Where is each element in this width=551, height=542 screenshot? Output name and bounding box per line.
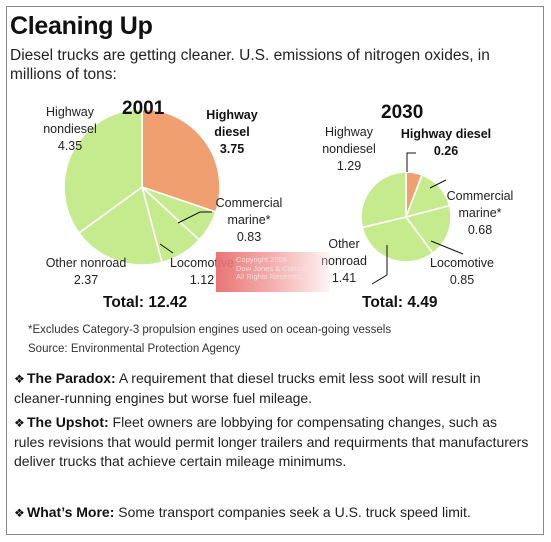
label-2030-locomotive: Locomotive 0.85 xyxy=(424,255,500,289)
label-2030-commercial-marine-value: 0.68 xyxy=(467,223,493,237)
leader-line-2030-commercial-marine xyxy=(429,179,447,189)
label-2030-highway-diesel-value: 0.26 xyxy=(433,144,459,158)
label-2030-commercial-marine-name-1: Commercial xyxy=(446,189,514,203)
label-2001-commercial-marine-value: 0.83 xyxy=(236,230,262,244)
label-2030-other-nonroad-name-1: Other xyxy=(328,237,360,251)
leader-line-2030-other-nonroad xyxy=(371,245,388,285)
bullet-whats-more: ❖ What’s More: Some transport companies s… xyxy=(14,503,529,523)
watermark-line-1: Copyright 2006 xyxy=(236,255,287,264)
diamond-bullet-icon: ❖ xyxy=(14,506,25,520)
bullet-paradox-text: A requirement that diesel trucks emit le… xyxy=(14,370,481,406)
pie-slice-2030-highway-nondiesel xyxy=(360,171,407,229)
leader-line-2001-locomotive xyxy=(159,243,174,254)
label-2001-highway-nondiesel-name-1: Highway xyxy=(46,105,94,119)
label-2030-highway-nondiesel: Highway nondiesel 1.29 xyxy=(312,124,386,175)
footnote: *Excludes Category-3 propulsion engines … xyxy=(28,324,392,336)
label-2001-commercial-marine-name-1: Commercial xyxy=(215,196,283,210)
label-2001-highway-nondiesel: Highway nondiesel 4.35 xyxy=(30,104,110,155)
watermark-line-3: All Rights Reserved xyxy=(236,272,302,281)
label-2030-highway-nondiesel-name-1: Highway xyxy=(325,125,373,139)
copyright-watermark-text: Copyright 2006 Dow Jones & Company All Rig… xyxy=(236,255,315,282)
label-2001-other-nonroad: Other nonroad 2.37 xyxy=(38,255,134,289)
label-2030-commercial-marine-name-2: marine* xyxy=(458,206,502,220)
copyright-watermark xyxy=(216,252,329,292)
pie-slice-2001-highway-nondiesel xyxy=(63,108,143,234)
leader-line-2030-locomotive xyxy=(430,240,464,255)
label-2001-highway-nondiesel-name-2: nondiesel xyxy=(43,122,97,136)
pie-slice-2001-other-nonroad xyxy=(78,186,163,266)
label-2030-commercial-marine: Commercial marine* 0.68 xyxy=(444,188,516,239)
label-2030-other-nonroad-name-2: nonroad xyxy=(321,254,367,268)
bullet-whats-more-heading: What’s More: xyxy=(27,504,115,520)
leader-line-2030-highway-diesel xyxy=(406,152,416,172)
label-2030-highway-nondiesel-name-2: nondiesel xyxy=(322,142,376,156)
source-note: Source: Environmental Protection Agency xyxy=(28,343,241,355)
label-2001-highway-nondiesel-value: 4.35 xyxy=(57,139,83,153)
total-2001: Total: 12.42 xyxy=(103,294,188,311)
label-2030-other-nonroad: Other nonroad 1.41 xyxy=(318,236,370,287)
bullet-paradox: ❖ The Paradox: A requirement that diesel … xyxy=(14,369,529,408)
label-2001-highway-diesel-name-2: diesel xyxy=(214,125,250,139)
label-2001-commercial-marine: Commercial marine* 0.83 xyxy=(214,195,284,246)
label-2030-highway-diesel: Highway diesel 0.26 xyxy=(398,126,494,160)
label-2030-locomotive-name: Locomotive xyxy=(430,256,494,270)
bullet-upshot-heading: The Upshot: xyxy=(27,414,109,430)
pie-slice-2001-highway-diesel xyxy=(141,108,221,213)
label-2030-highway-diesel-name: Highway diesel xyxy=(400,127,492,141)
label-2001-highway-diesel-name-1: Highway xyxy=(206,108,258,122)
label-2030-locomotive-value: 0.85 xyxy=(449,273,475,287)
bullet-whats-more-text: Some transport companies seek a U.S. tru… xyxy=(114,504,471,520)
graphic-title: Cleaning Up xyxy=(10,12,153,40)
label-2030-highway-nondiesel-value: 1.29 xyxy=(336,159,362,173)
bullet-paradox-heading: The Paradox: xyxy=(27,370,116,386)
year-label-2030: 2030 xyxy=(381,102,424,123)
year-label-2001: 2001 xyxy=(122,98,165,119)
graphic-subtitle: Diesel trucks are getting cleaner. U.S. … xyxy=(10,47,490,83)
label-2001-highway-diesel-value: 3.75 xyxy=(219,142,245,156)
pie-slice-2030-locomotive xyxy=(405,204,452,254)
bullet-upshot-text: Fleet owners are lobbying for compensati… xyxy=(14,414,529,469)
leader-line-2001-commercial-marine xyxy=(177,211,212,224)
label-2001-other-nonroad-value: 2.37 xyxy=(73,273,99,287)
bullet-upshot: ❖ The Upshot: Fleet owners are lobbying f… xyxy=(14,413,529,471)
label-2001-highway-diesel: Highway diesel 3.75 xyxy=(200,107,264,158)
watermark-line-2: Dow Jones & Company xyxy=(236,263,315,273)
label-2030-other-nonroad-value: 1.41 xyxy=(331,271,357,285)
diamond-bullet-icon: ❖ xyxy=(14,372,25,386)
pie-slice-2030-other-nonroad xyxy=(361,216,434,263)
label-2001-locomotive-value: 1.12 xyxy=(189,273,215,287)
label-2001-commercial-marine-name-2: marine* xyxy=(227,213,271,227)
total-2030: Total: 4.49 xyxy=(362,294,438,311)
label-2001-other-nonroad-name: Other nonroad xyxy=(45,256,127,270)
diamond-bullet-icon: ❖ xyxy=(14,416,25,430)
